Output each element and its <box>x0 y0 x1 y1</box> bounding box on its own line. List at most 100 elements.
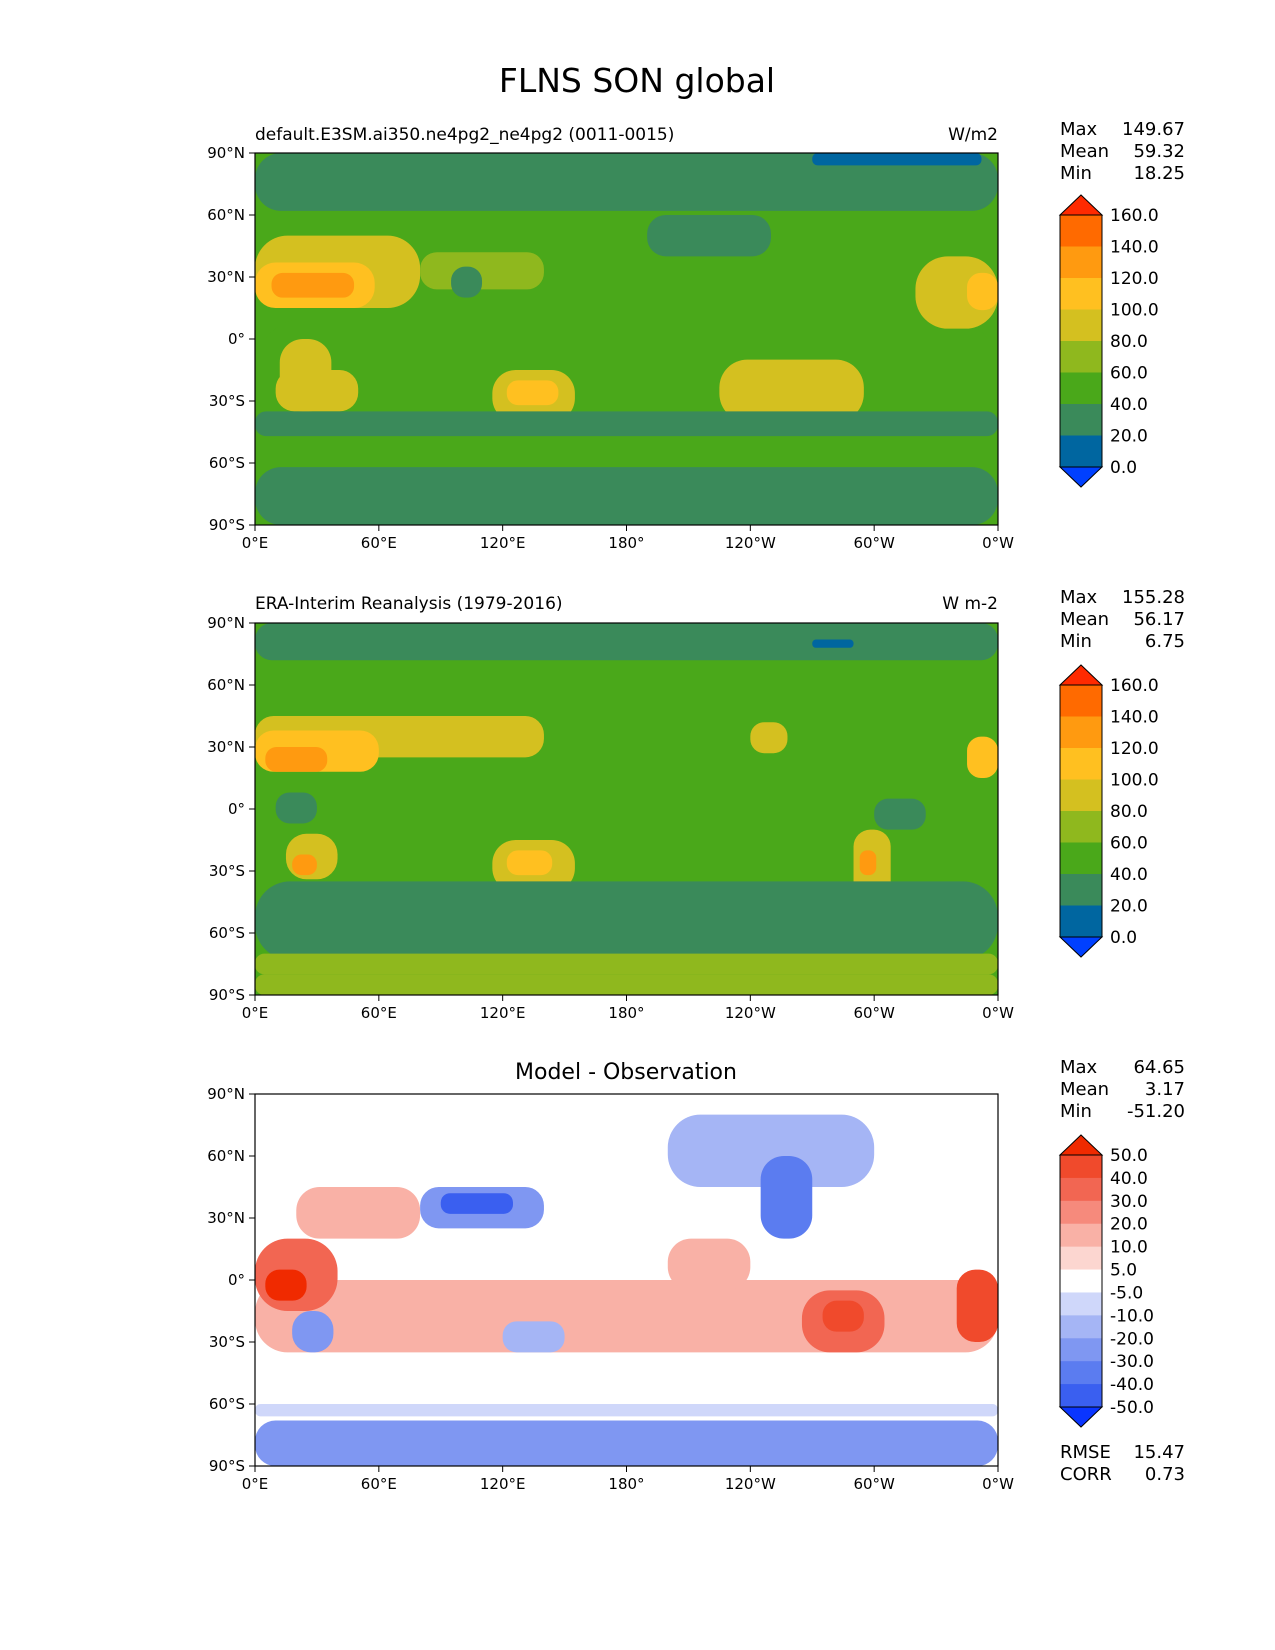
model-region-14 <box>255 153 998 211</box>
difference-field <box>255 1094 998 1466</box>
model-ytick-label: 90°S <box>209 516 245 534</box>
model-xtick-label: 180° <box>608 534 644 552</box>
difference-ytick-label: 30°N <box>207 1209 245 1227</box>
model-colorbar-band <box>1060 341 1102 373</box>
difference-region-0 <box>255 1280 998 1353</box>
difference-colorbar-tick: -50.0 <box>1110 1398 1154 1418</box>
obs-mean-label: Mean <box>1060 609 1109 630</box>
model-ytick-label: 60°S <box>209 454 245 472</box>
model-colorbar-tick: 60.0 <box>1110 364 1148 384</box>
observation-region-14 <box>255 881 998 960</box>
observation-region-4 <box>265 747 328 772</box>
model-colorbar-band <box>1060 372 1102 405</box>
model-mean-value: 59.32 <box>1133 141 1185 162</box>
observation-colorbar-band <box>1060 779 1102 812</box>
difference-region-2 <box>265 1269 307 1301</box>
observation-ytick-label: 60°N <box>207 676 245 694</box>
observation-region-18 <box>275 792 317 824</box>
difference-colorbar-band <box>1060 1200 1102 1225</box>
model-xtick-label: 120°E <box>480 534 526 552</box>
observation-colorbar-tick: 100.0 <box>1110 771 1159 791</box>
difference-colorbar-band <box>1060 1338 1102 1362</box>
observation-region-10 <box>859 850 877 876</box>
difference-region-9 <box>502 1321 565 1353</box>
difference-xtick-label: 120°W <box>725 1475 776 1493</box>
observation-region-16 <box>255 974 998 995</box>
model-colorbar-band <box>1060 309 1102 342</box>
difference-region-5 <box>440 1193 513 1214</box>
model-title-left: default.E3SM.ai350.ne4pg2_ne4pg2 (0011-0… <box>255 125 674 145</box>
difference-colorbar-band <box>1060 1223 1102 1248</box>
rmse-value: 15.47 <box>1133 1442 1185 1463</box>
difference-colorbar-band <box>1060 1315 1102 1339</box>
model-xtick-label: 60°E <box>361 534 397 552</box>
observation-xtick-label: 60°W <box>853 1004 895 1022</box>
difference-region-12 <box>956 1269 998 1342</box>
difference-xtick-label: 180° <box>608 1475 644 1493</box>
observation-colorbar-band <box>1060 685 1102 717</box>
model-colorbar-tick: 20.0 <box>1110 427 1148 447</box>
difference-region-11 <box>822 1300 864 1332</box>
figure-title: FLNS SON global <box>499 61 775 100</box>
difference-ytick-label: 90°S <box>209 1457 245 1475</box>
observation-ytick-label: 30°S <box>209 862 245 880</box>
model-region-17 <box>451 266 483 298</box>
difference-ytick-label: 60°N <box>207 1147 245 1165</box>
observation-colorbar-band <box>1060 748 1102 780</box>
difference-ytick-label: 30°S <box>209 1333 245 1351</box>
observation-colorbar-tick: 140.0 <box>1110 708 1159 728</box>
model-panel: default.E3SM.ai350.ne4pg2_ne4pg2 (0011-0… <box>207 119 1185 552</box>
model-region-5 <box>275 370 359 412</box>
difference-colorbar-tick: 30.0 <box>1110 1192 1148 1212</box>
observation-colorbar-min-arrow <box>1058 936 1104 958</box>
obs-max-label: Max <box>1060 587 1098 608</box>
model-ytick-label: 30°N <box>207 268 245 286</box>
diff-min-label: Min <box>1060 1101 1092 1122</box>
corr-label: CORR <box>1060 1464 1112 1485</box>
difference-colorbar-tick: -5.0 <box>1110 1283 1143 1303</box>
observation-colorbar-tick: 0.0 <box>1110 928 1137 948</box>
model-region-11 <box>420 252 544 290</box>
observation-region-8 <box>506 850 553 876</box>
observation-colorbar-tick: 40.0 <box>1110 865 1148 885</box>
observation-ytick-label: 0° <box>228 800 245 818</box>
model-colorbar-min-arrow <box>1058 466 1104 488</box>
observation-ytick-label: 30°N <box>207 738 245 756</box>
difference-ytick-label: 0° <box>228 1271 245 1289</box>
model-min-value: 18.25 <box>1133 163 1185 184</box>
difference-colorbar-band <box>1060 1292 1102 1316</box>
difference-colorbar-band <box>1060 1246 1102 1271</box>
model-colorbar-max-arrow <box>1058 194 1104 216</box>
model-field <box>255 153 998 525</box>
observation-xtick-label: 60°E <box>361 1004 397 1022</box>
observation-colorbar-tick: 80.0 <box>1110 802 1148 822</box>
model-region-16 <box>647 215 771 257</box>
difference-colorbar-band <box>1060 1384 1102 1408</box>
difference-colorbar-band <box>1060 1155 1102 1179</box>
observation-colorbar-tick: 160.0 <box>1110 676 1159 696</box>
difference-colorbar-tick: 20.0 <box>1110 1215 1148 1235</box>
diff-title: Model - Observation <box>515 1060 737 1085</box>
observation-panel: ERA-Interim Reanalysis (1979-2016) W m-2… <box>207 587 1185 1022</box>
model-colorbar-tick: 140.0 <box>1110 238 1159 258</box>
difference-region-14 <box>255 1404 998 1417</box>
diff-min-value: -51.20 <box>1127 1101 1185 1122</box>
observation-xtick-label: 120°E <box>480 1004 526 1022</box>
difference-colorbar-tick: 10.0 <box>1110 1238 1148 1258</box>
rmse-label: RMSE <box>1060 1442 1111 1463</box>
difference-region-7 <box>760 1156 813 1239</box>
observation-ytick-label: 60°S <box>209 924 245 942</box>
observation-region-0 <box>255 623 998 661</box>
difference-xtick-label: 60°E <box>361 1475 397 1493</box>
observation-colorbar-band <box>1060 842 1102 875</box>
model-max-value: 149.67 <box>1122 119 1185 140</box>
corr-value: 0.73 <box>1145 1464 1185 1485</box>
model-max-label: Max <box>1060 119 1098 140</box>
observation-xtick-label: 120°W <box>725 1004 776 1022</box>
observation-region-6 <box>292 854 317 876</box>
model-region-7 <box>506 380 559 406</box>
difference-xtick-label: 0°W <box>982 1475 1014 1493</box>
model-colorbar-tick: 160.0 <box>1110 206 1159 226</box>
observation-colorbar-frame <box>1059 684 1103 938</box>
